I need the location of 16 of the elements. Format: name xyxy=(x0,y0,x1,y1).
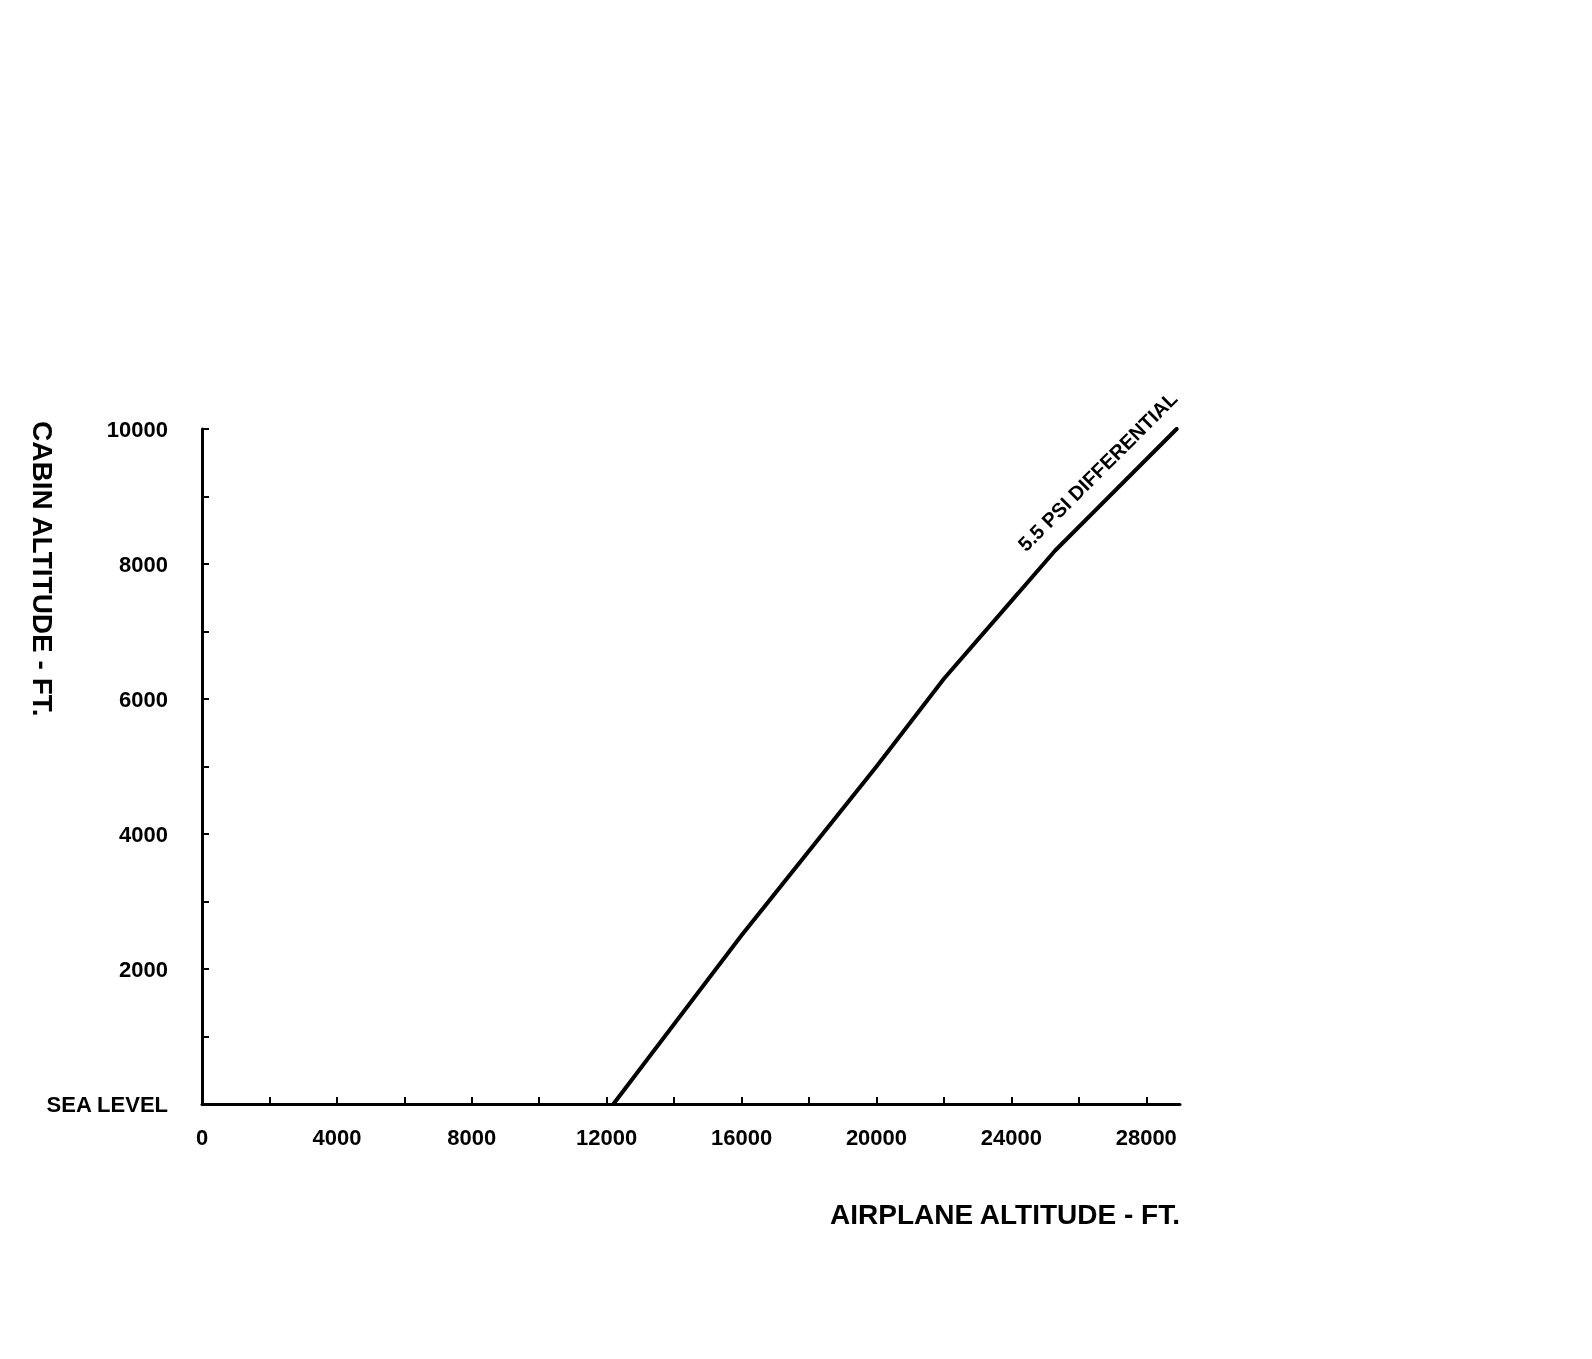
x-tick-label: 4000 xyxy=(312,1124,362,1150)
y-tick-label: SEA LEVEL xyxy=(46,1091,168,1117)
x-axis-title: AIRPLANE ALTITUDE - FT. xyxy=(830,1198,1180,1230)
y-tick-label: 8000 xyxy=(119,551,168,577)
y-tick-label: 10000 xyxy=(106,416,168,442)
x-tick-label: 0 xyxy=(195,1124,209,1150)
y-tick-label: 2000 xyxy=(119,956,168,982)
x-tick-label: 20000 xyxy=(845,1124,908,1150)
y-tick-label: 4000 xyxy=(119,821,168,847)
x-tick-label: 8000 xyxy=(447,1124,497,1150)
x-tick-label: 12000 xyxy=(576,1124,638,1150)
x-tick-label: 28000 xyxy=(1115,1124,1177,1150)
y-axis-title: CABIN ALTITUDE - FT. xyxy=(26,421,58,717)
y-tick-label: 6000 xyxy=(119,686,168,712)
x-tick-label: 16000 xyxy=(710,1124,773,1150)
x-tick-label: 24000 xyxy=(980,1124,1042,1150)
